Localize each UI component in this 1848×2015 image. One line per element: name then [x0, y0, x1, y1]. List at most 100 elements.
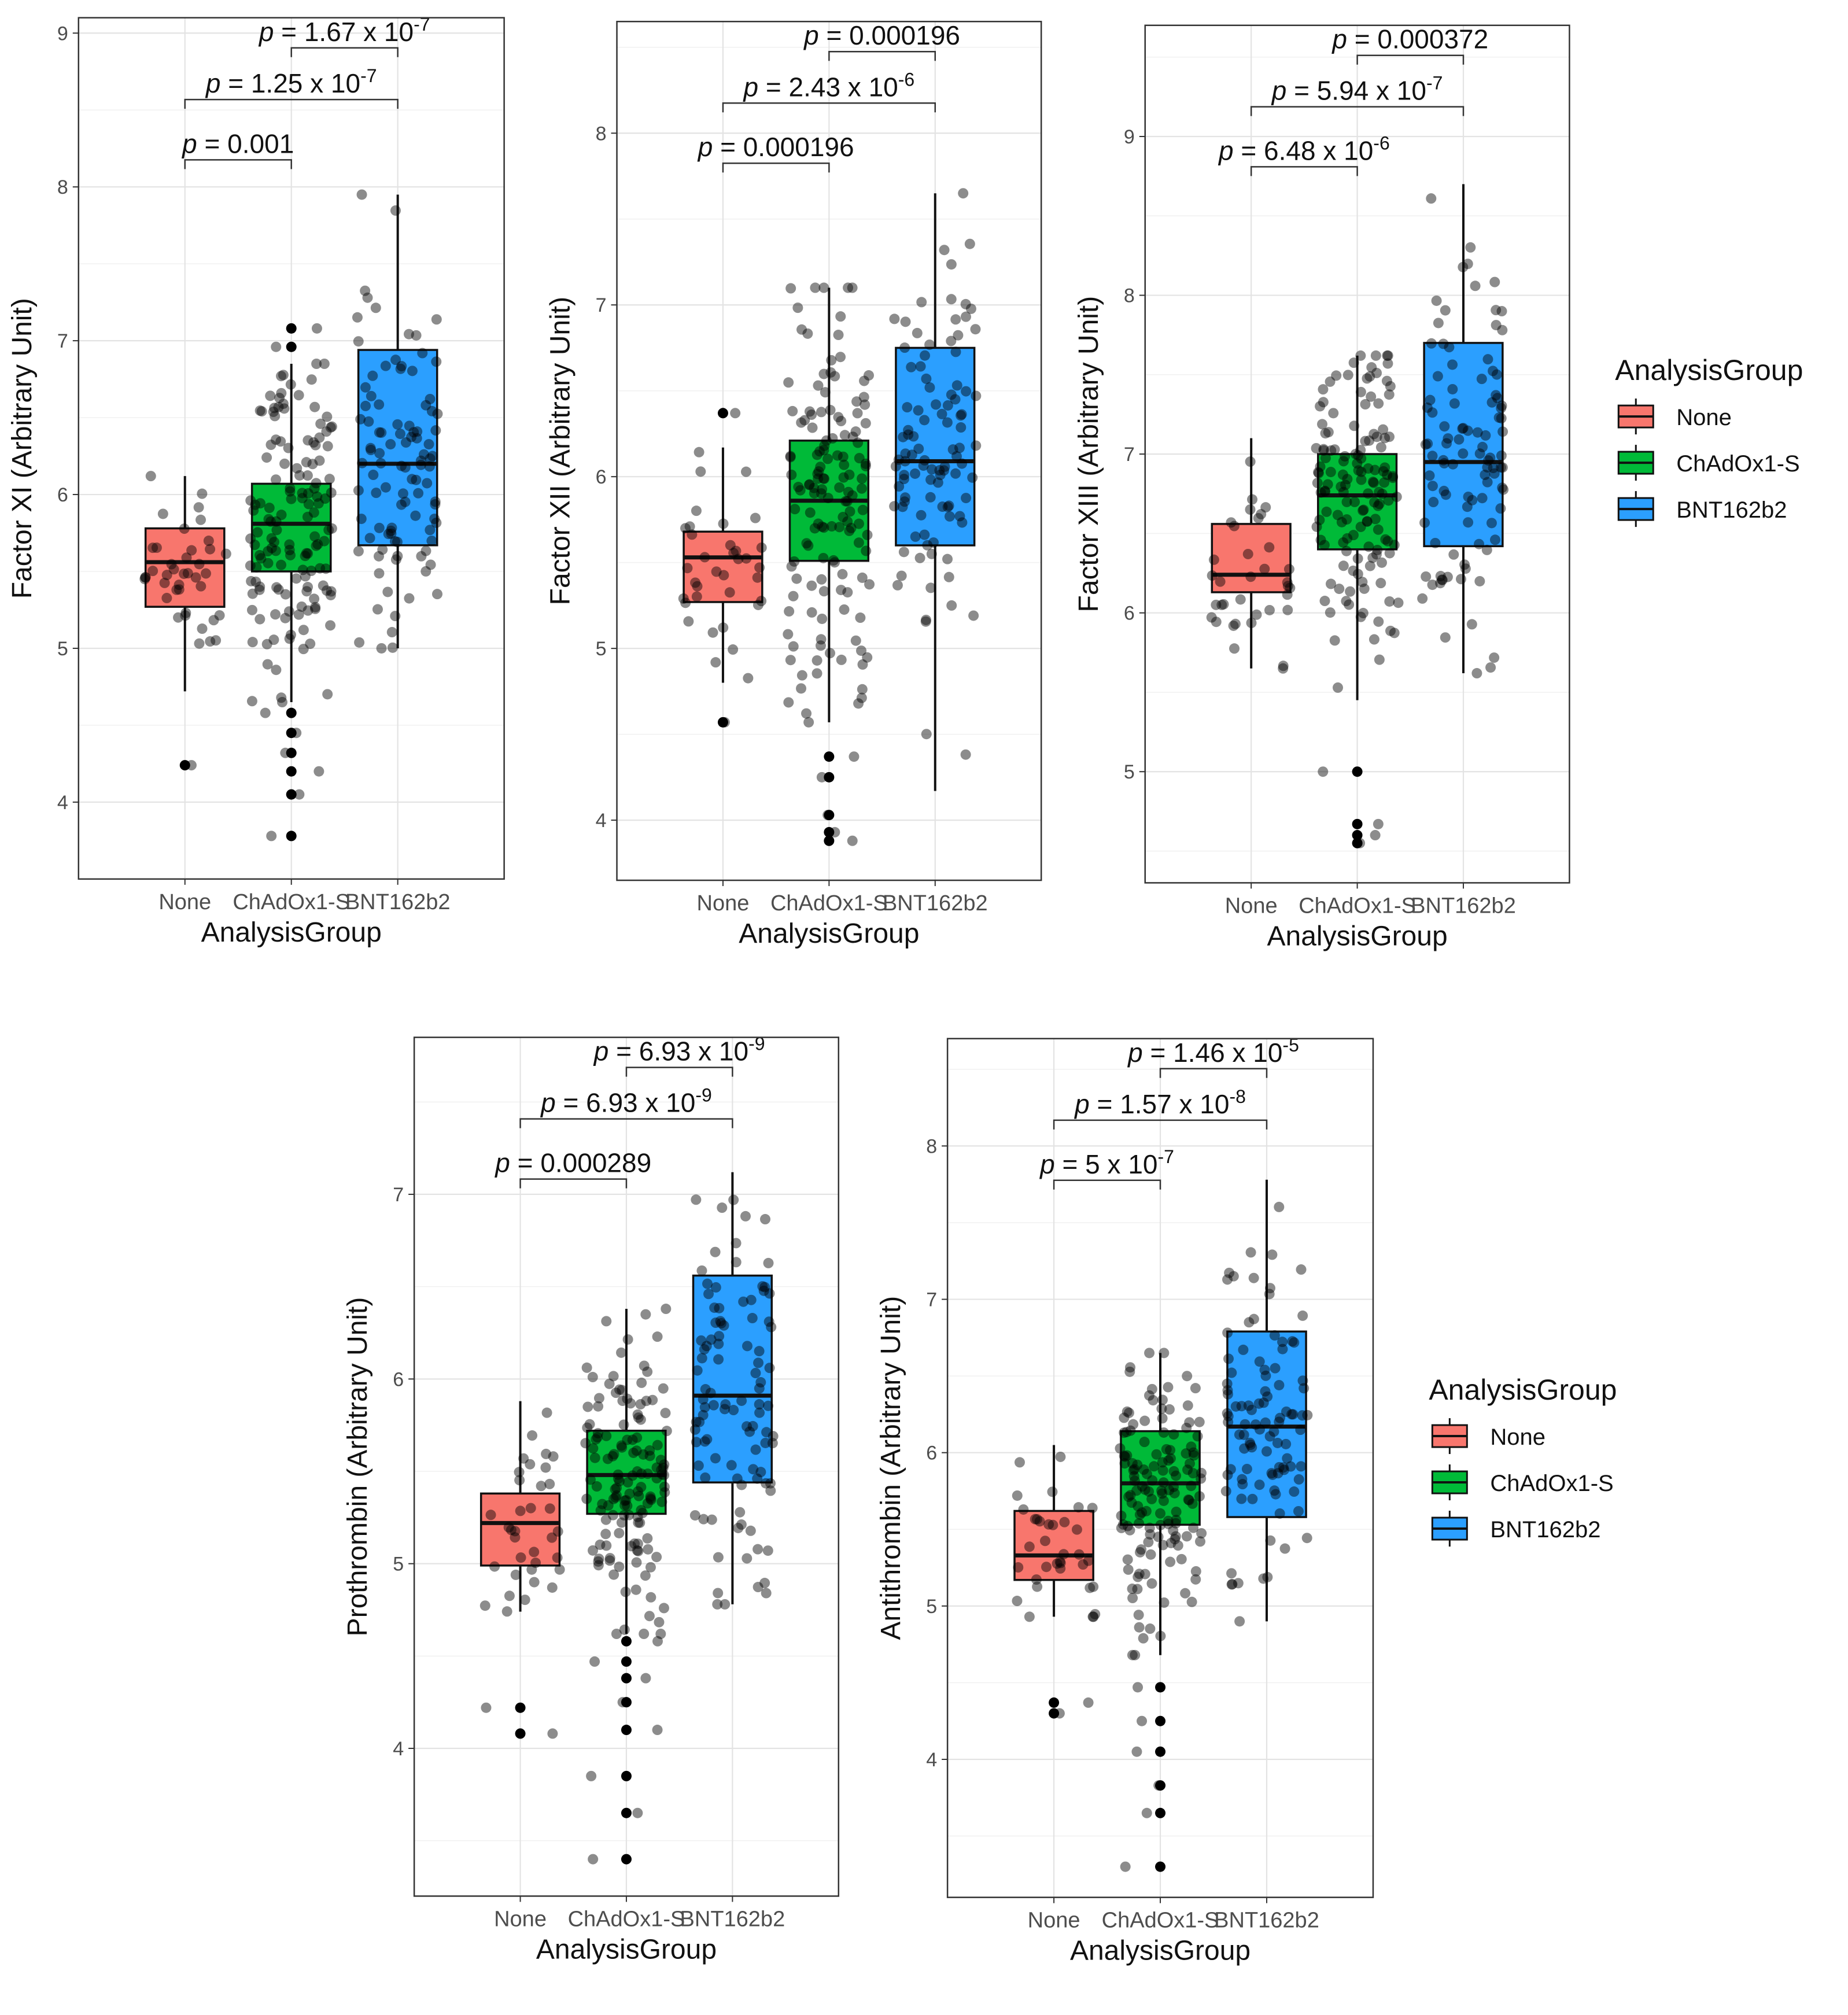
jitter-point: [386, 522, 397, 533]
jitter-point: [1119, 1458, 1130, 1469]
jitter-point: [694, 446, 704, 457]
jitter-point: [552, 1526, 563, 1537]
jitter-None: [678, 408, 767, 728]
jitter-point: [1366, 391, 1377, 402]
jitter-point: [1272, 1437, 1283, 1448]
jitter-point: [946, 389, 957, 400]
jitter-point: [151, 542, 162, 553]
jitter-point: [757, 1281, 768, 1292]
jitter-point: [805, 507, 816, 518]
jitter-point: [1483, 455, 1494, 466]
jitter-point: [1230, 1401, 1241, 1412]
jitter-point: [839, 459, 850, 470]
jitter-point: [753, 1357, 764, 1368]
jitter-point: [396, 460, 407, 471]
jitter-point: [194, 638, 205, 649]
jitter-point: [250, 499, 261, 510]
jitter-point: [1228, 1271, 1239, 1282]
jitter-point: [1384, 389, 1395, 400]
jitter-point: [518, 1453, 529, 1464]
jitter-point: [285, 483, 296, 494]
jitter-point: [1119, 1427, 1130, 1438]
jitter-point: [1438, 338, 1449, 349]
jitter-point: [1355, 386, 1366, 397]
jitter-point: [850, 635, 861, 646]
jitter-point: [1364, 435, 1375, 446]
jitter-point: [1362, 516, 1373, 527]
jitter-point: [161, 593, 172, 604]
jitter-point: [707, 627, 718, 638]
jitter-point: [1262, 1391, 1273, 1402]
jitter-point: [1074, 1549, 1085, 1560]
jitter-point: [1172, 1540, 1183, 1551]
y-tick-label: 5: [926, 1596, 937, 1618]
jitter-point: [529, 1547, 540, 1558]
jitter-point: [182, 568, 193, 579]
jitter-point: [702, 1278, 713, 1289]
outlier-point: [286, 728, 297, 739]
jitter-point: [604, 1555, 615, 1566]
jitter-point: [1155, 1508, 1166, 1519]
outlier-point: [515, 1728, 526, 1739]
jitter-point: [312, 539, 323, 550]
jitter-point: [1261, 1446, 1272, 1457]
jitter-point: [1119, 1451, 1130, 1462]
jitter-point: [1125, 1425, 1136, 1436]
jitter-point: [326, 487, 337, 498]
jitter-point: [1170, 1534, 1181, 1545]
jitter-point: [608, 1371, 619, 1382]
jitter-point: [759, 1578, 770, 1589]
jitter-point: [254, 550, 265, 561]
jitter-point: [1196, 1473, 1207, 1484]
jitter-point: [1449, 398, 1460, 409]
jitter-point: [1145, 1623, 1156, 1634]
jitter-point: [602, 1453, 613, 1464]
y-tick-label: 6: [596, 466, 607, 488]
jitter-point: [271, 341, 282, 352]
jitter-point: [799, 415, 810, 426]
jitter-point: [1363, 488, 1374, 499]
jitter-point: [892, 580, 903, 591]
jitter-point: [608, 1569, 619, 1580]
jitter-point: [214, 610, 225, 621]
jitter-point: [943, 571, 954, 582]
jitter-point: [1083, 1697, 1094, 1708]
jitter-point: [754, 1383, 765, 1394]
jitter-point: [390, 205, 401, 216]
x-tick-label: ChAdOx1-S: [1299, 894, 1416, 918]
jitter-point: [1382, 350, 1393, 361]
jitter-point: [856, 483, 867, 494]
jitter-point: [699, 1402, 710, 1413]
jitter-point: [1336, 481, 1347, 492]
jitter-point: [254, 584, 265, 595]
jitter-point: [353, 336, 364, 347]
jitter-point: [389, 536, 400, 547]
jitter-point: [1039, 1536, 1050, 1547]
jitter-point: [843, 282, 854, 293]
jitter-point: [306, 565, 317, 576]
jitter-point: [824, 648, 835, 659]
jitter-point: [1223, 1416, 1234, 1427]
jitter-point: [396, 499, 407, 510]
jitter-BNT162b2: [889, 188, 982, 760]
jitter-point: [931, 399, 942, 410]
jitter-point: [582, 1422, 593, 1433]
jitter-point: [919, 455, 930, 466]
jitter-point: [255, 498, 266, 509]
jitter-point: [820, 387, 831, 398]
jitter-point: [1149, 1461, 1160, 1472]
jitter-point: [610, 1484, 621, 1495]
jitter-point: [1463, 517, 1474, 528]
jitter-point: [196, 581, 206, 592]
jitter-point: [893, 454, 904, 465]
legend-key-BNT162b2: BNT162b2: [1431, 1511, 1601, 1547]
jitter-point: [828, 555, 839, 566]
significance-bracket: p = 0.000196: [697, 132, 854, 173]
jitter-point: [1124, 1525, 1135, 1536]
jitter-point: [1253, 512, 1264, 523]
jitter-point: [783, 629, 794, 640]
outlier-point: [1352, 766, 1363, 777]
jitter-point: [510, 1532, 521, 1543]
jitter-point: [956, 410, 967, 421]
jitter-point: [1427, 481, 1438, 492]
